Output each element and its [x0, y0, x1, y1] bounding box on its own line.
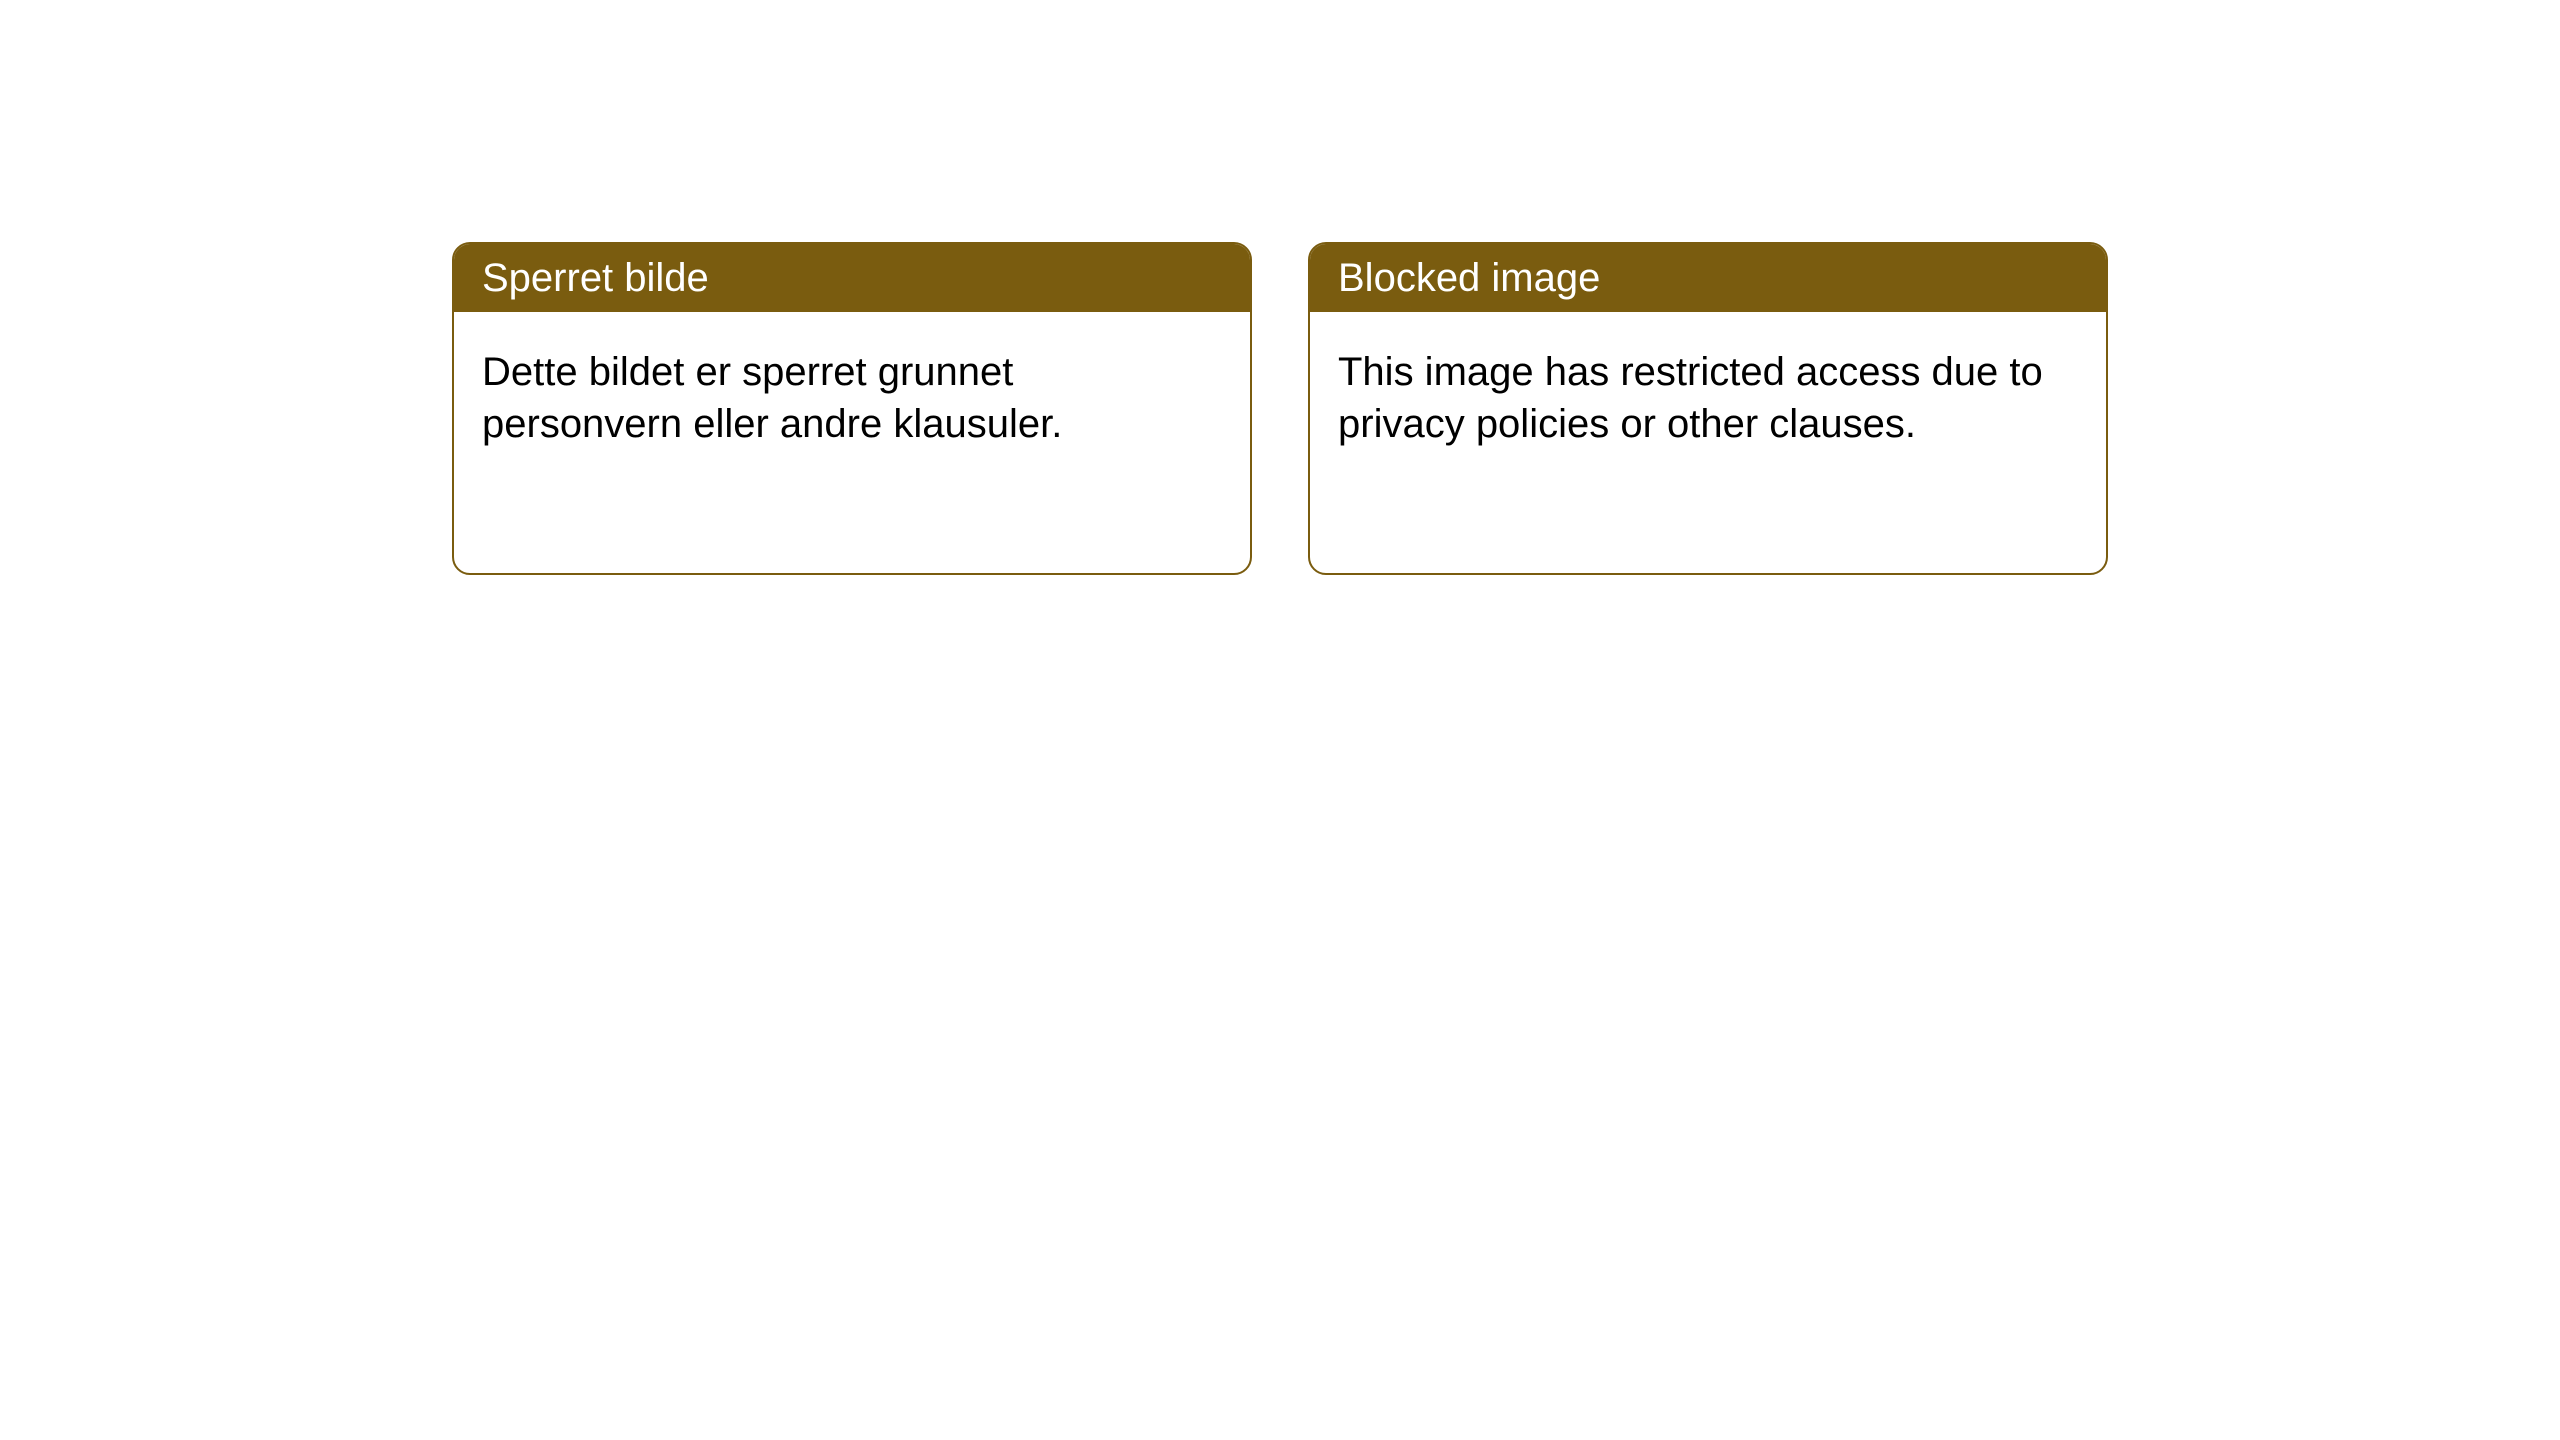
- notice-cards-container: Sperret bilde Dette bildet er sperret gr…: [452, 242, 2108, 575]
- card-body: This image has restricted access due to …: [1310, 312, 2106, 484]
- card-header: Sperret bilde: [454, 244, 1250, 312]
- card-title: Sperret bilde: [482, 256, 709, 300]
- card-title: Blocked image: [1338, 256, 1600, 300]
- card-header: Blocked image: [1310, 244, 2106, 312]
- notice-card-english: Blocked image This image has restricted …: [1308, 242, 2108, 575]
- card-body: Dette bildet er sperret grunnet personve…: [454, 312, 1250, 484]
- card-body-text: Dette bildet er sperret grunnet personve…: [482, 350, 1062, 446]
- notice-card-norwegian: Sperret bilde Dette bildet er sperret gr…: [452, 242, 1252, 575]
- card-body-text: This image has restricted access due to …: [1338, 350, 2043, 446]
